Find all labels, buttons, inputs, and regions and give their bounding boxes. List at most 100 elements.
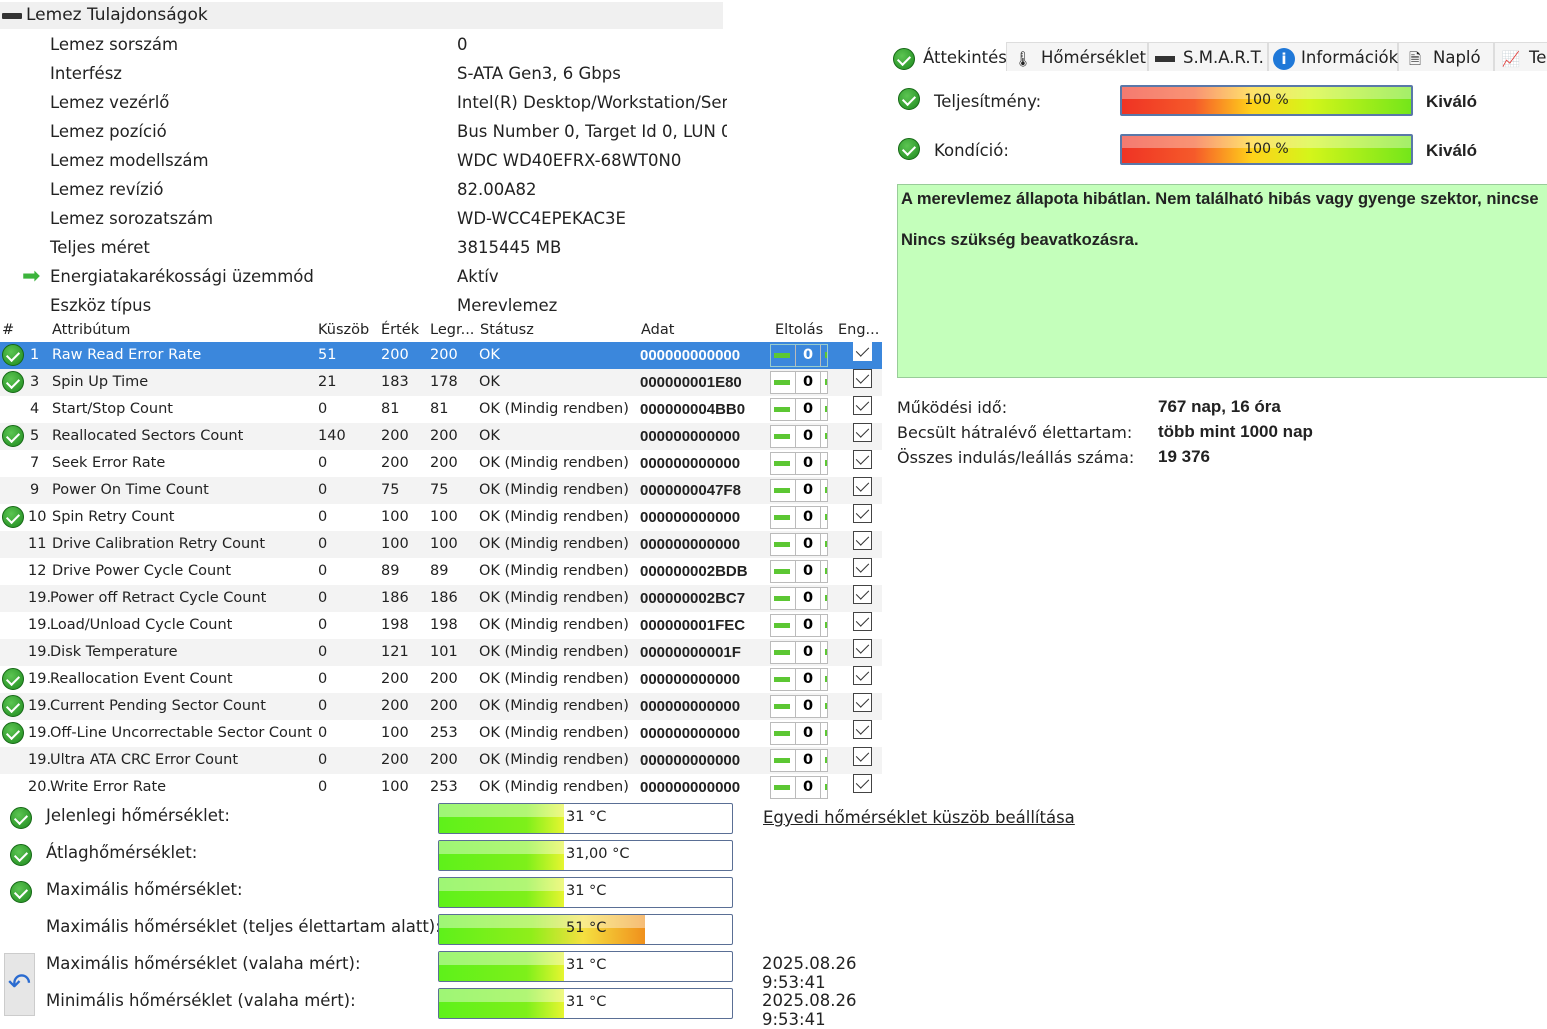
enabled-checkbox[interactable] <box>853 423 872 442</box>
column-header[interactable]: Státusz <box>480 322 534 338</box>
offset-decrease-button[interactable] <box>774 677 790 682</box>
offset-decrease-button[interactable] <box>774 758 790 763</box>
offset-increase-button[interactable] <box>825 406 827 412</box>
tab-s-m-a-r-t-[interactable]: S.M.A.R.T. <box>1148 42 1268 71</box>
table-row[interactable]: 19. Power off Retract Cycle Count 0 186 186 O… <box>0 585 882 612</box>
table-row[interactable]: 5 Reallocated Sectors Count 140 200 200 OK 000… <box>0 423 882 450</box>
offset-decrease-button[interactable] <box>774 569 790 574</box>
offset-increase-button[interactable] <box>825 433 827 439</box>
offset-increase-button[interactable] <box>825 352 827 358</box>
offset-decrease-button[interactable] <box>774 380 790 385</box>
table-row[interactable]: 1 Raw Read Error Rate 51 200 200 OK 0000000000… <box>0 342 882 369</box>
enabled-checkbox[interactable] <box>853 612 872 631</box>
offset-increase-button[interactable] <box>825 676 827 682</box>
offset-control[interactable]: 0 <box>770 479 828 502</box>
table-row[interactable]: 11 Drive Calibration Retry Count 0 100 100 OK… <box>0 531 882 558</box>
offset-control[interactable]: 0 <box>770 398 828 421</box>
offset-increase-button[interactable] <box>825 730 827 736</box>
enabled-checkbox[interactable] <box>853 558 872 577</box>
offset-decrease-button[interactable] <box>774 407 790 412</box>
column-header[interactable]: Érték <box>381 322 420 338</box>
offset-decrease-button[interactable] <box>774 623 790 628</box>
offset-decrease-button[interactable] <box>774 488 790 493</box>
offset-control[interactable]: 0 <box>770 776 828 799</box>
tab-h-m-rs-klet[interactable]: 🌡 Hőmérséklet <box>1006 42 1148 71</box>
enabled-checkbox[interactable] <box>853 720 872 739</box>
offset-increase-button[interactable] <box>825 622 827 628</box>
table-row[interactable]: 19. Ultra ATA CRC Error Count 0 200 200 OK (M… <box>0 747 882 774</box>
offset-control[interactable]: 0 <box>770 668 828 691</box>
column-header[interactable]: Adat <box>641 322 675 338</box>
enabled-checkbox[interactable] <box>853 639 872 658</box>
column-header[interactable]: Attribútum <box>52 322 131 338</box>
enabled-checkbox[interactable] <box>853 450 872 469</box>
offset-control[interactable]: 0 <box>770 614 828 637</box>
offset-decrease-button[interactable] <box>774 785 790 790</box>
column-header[interactable]: Eltolás <box>775 322 824 338</box>
offset-control[interactable]: 0 <box>770 452 828 475</box>
offset-control[interactable]: 0 <box>770 560 828 583</box>
offset-increase-button[interactable] <box>825 487 827 493</box>
table-row[interactable]: 19. Reallocation Event Count 0 200 200 OK (Mi… <box>0 666 882 693</box>
enabled-checkbox[interactable] <box>853 747 872 766</box>
enabled-checkbox[interactable] <box>853 342 872 361</box>
offset-increase-button[interactable] <box>825 568 827 574</box>
table-row[interactable]: 19. Disk Temperature 0 121 101 OK (Mindig ren… <box>0 639 882 666</box>
offset-decrease-button[interactable] <box>774 542 790 547</box>
enabled-checkbox[interactable] <box>853 774 872 793</box>
offset-increase-button[interactable] <box>825 379 827 385</box>
enabled-checkbox[interactable] <box>853 531 872 550</box>
offset-increase-button[interactable] <box>825 541 827 547</box>
enabled-checkbox[interactable] <box>853 666 872 685</box>
offset-control[interactable]: 0 <box>770 425 828 448</box>
tab-inform-ci-k[interactable]: i Információk <box>1268 42 1398 71</box>
tab--ttekint-s[interactable]: Áttekintés <box>888 42 1007 71</box>
table-row[interactable]: 19. Current Pending Sector Count 0 200 200 OK… <box>0 693 882 720</box>
offset-control[interactable]: 0 <box>770 722 828 745</box>
table-row[interactable]: 19. Load/Unload Cycle Count 0 198 198 OK (Min… <box>0 612 882 639</box>
offset-control[interactable]: 0 <box>770 533 828 556</box>
offset-decrease-button[interactable] <box>774 650 790 655</box>
offset-control[interactable]: 0 <box>770 371 828 394</box>
offset-control[interactable]: 0 <box>770 695 828 718</box>
offset-decrease-button[interactable] <box>774 731 790 736</box>
column-header[interactable]: Eng... <box>838 322 880 338</box>
offset-decrease-button[interactable] <box>774 353 790 358</box>
offset-decrease-button[interactable] <box>774 515 790 520</box>
offset-increase-button[interactable] <box>825 595 827 601</box>
offset-control[interactable]: 0 <box>770 587 828 610</box>
tab-te[interactable]: 📈 Te <box>1494 42 1547 71</box>
table-row[interactable]: 3 Spin Up Time 21 183 178 OK 000000001E80 0 <box>0 369 882 396</box>
enabled-checkbox[interactable] <box>853 693 872 712</box>
table-row[interactable]: 19. Off-Line Uncorrectable Sector Count 0 1… <box>0 720 882 747</box>
undo-button[interactable]: ↶ <box>4 953 35 1016</box>
offset-increase-button[interactable] <box>825 757 827 763</box>
offset-decrease-button[interactable] <box>774 461 790 466</box>
tab-napl-[interactable]: 🗎 Napló <box>1398 42 1494 71</box>
offset-decrease-button[interactable] <box>774 434 790 439</box>
table-row[interactable]: 10 Spin Retry Count 0 100 100 OK (Mindig rend… <box>0 504 882 531</box>
table-row[interactable]: 20. Write Error Rate 0 100 253 OK (Mindig ren… <box>0 774 882 801</box>
table-row[interactable]: 9 Power On Time Count 0 75 75 OK (Mindig rend… <box>0 477 882 504</box>
column-header[interactable]: Legr... <box>430 322 475 338</box>
offset-decrease-button[interactable] <box>774 704 790 709</box>
offset-control[interactable]: 0 <box>770 344 828 367</box>
table-row[interactable]: 4 Start/Stop Count 0 81 81 OK (Mindig rendben… <box>0 396 882 423</box>
custom-threshold-link[interactable]: Egyedi hőmérséklet küszöb beállítása <box>763 808 1075 827</box>
enabled-checkbox[interactable] <box>853 504 872 523</box>
column-header[interactable]: Küszöb <box>318 322 370 338</box>
enabled-checkbox[interactable] <box>853 585 872 604</box>
offset-increase-button[interactable] <box>825 784 827 790</box>
offset-control[interactable]: 0 <box>770 506 828 529</box>
offset-decrease-button[interactable] <box>774 596 790 601</box>
enabled-checkbox[interactable] <box>853 396 872 415</box>
offset-increase-button[interactable] <box>825 703 827 709</box>
offset-increase-button[interactable] <box>825 460 827 466</box>
enabled-checkbox[interactable] <box>853 477 872 496</box>
table-row[interactable]: 12 Drive Power Cycle Count 0 89 89 OK (Mindig… <box>0 558 882 585</box>
offset-control[interactable]: 0 <box>770 749 828 772</box>
offset-increase-button[interactable] <box>825 649 827 655</box>
table-row[interactable]: 7 Seek Error Rate 0 200 200 OK (Mindig rendbe… <box>0 450 882 477</box>
enabled-checkbox[interactable] <box>853 369 872 388</box>
offset-control[interactable]: 0 <box>770 641 828 664</box>
